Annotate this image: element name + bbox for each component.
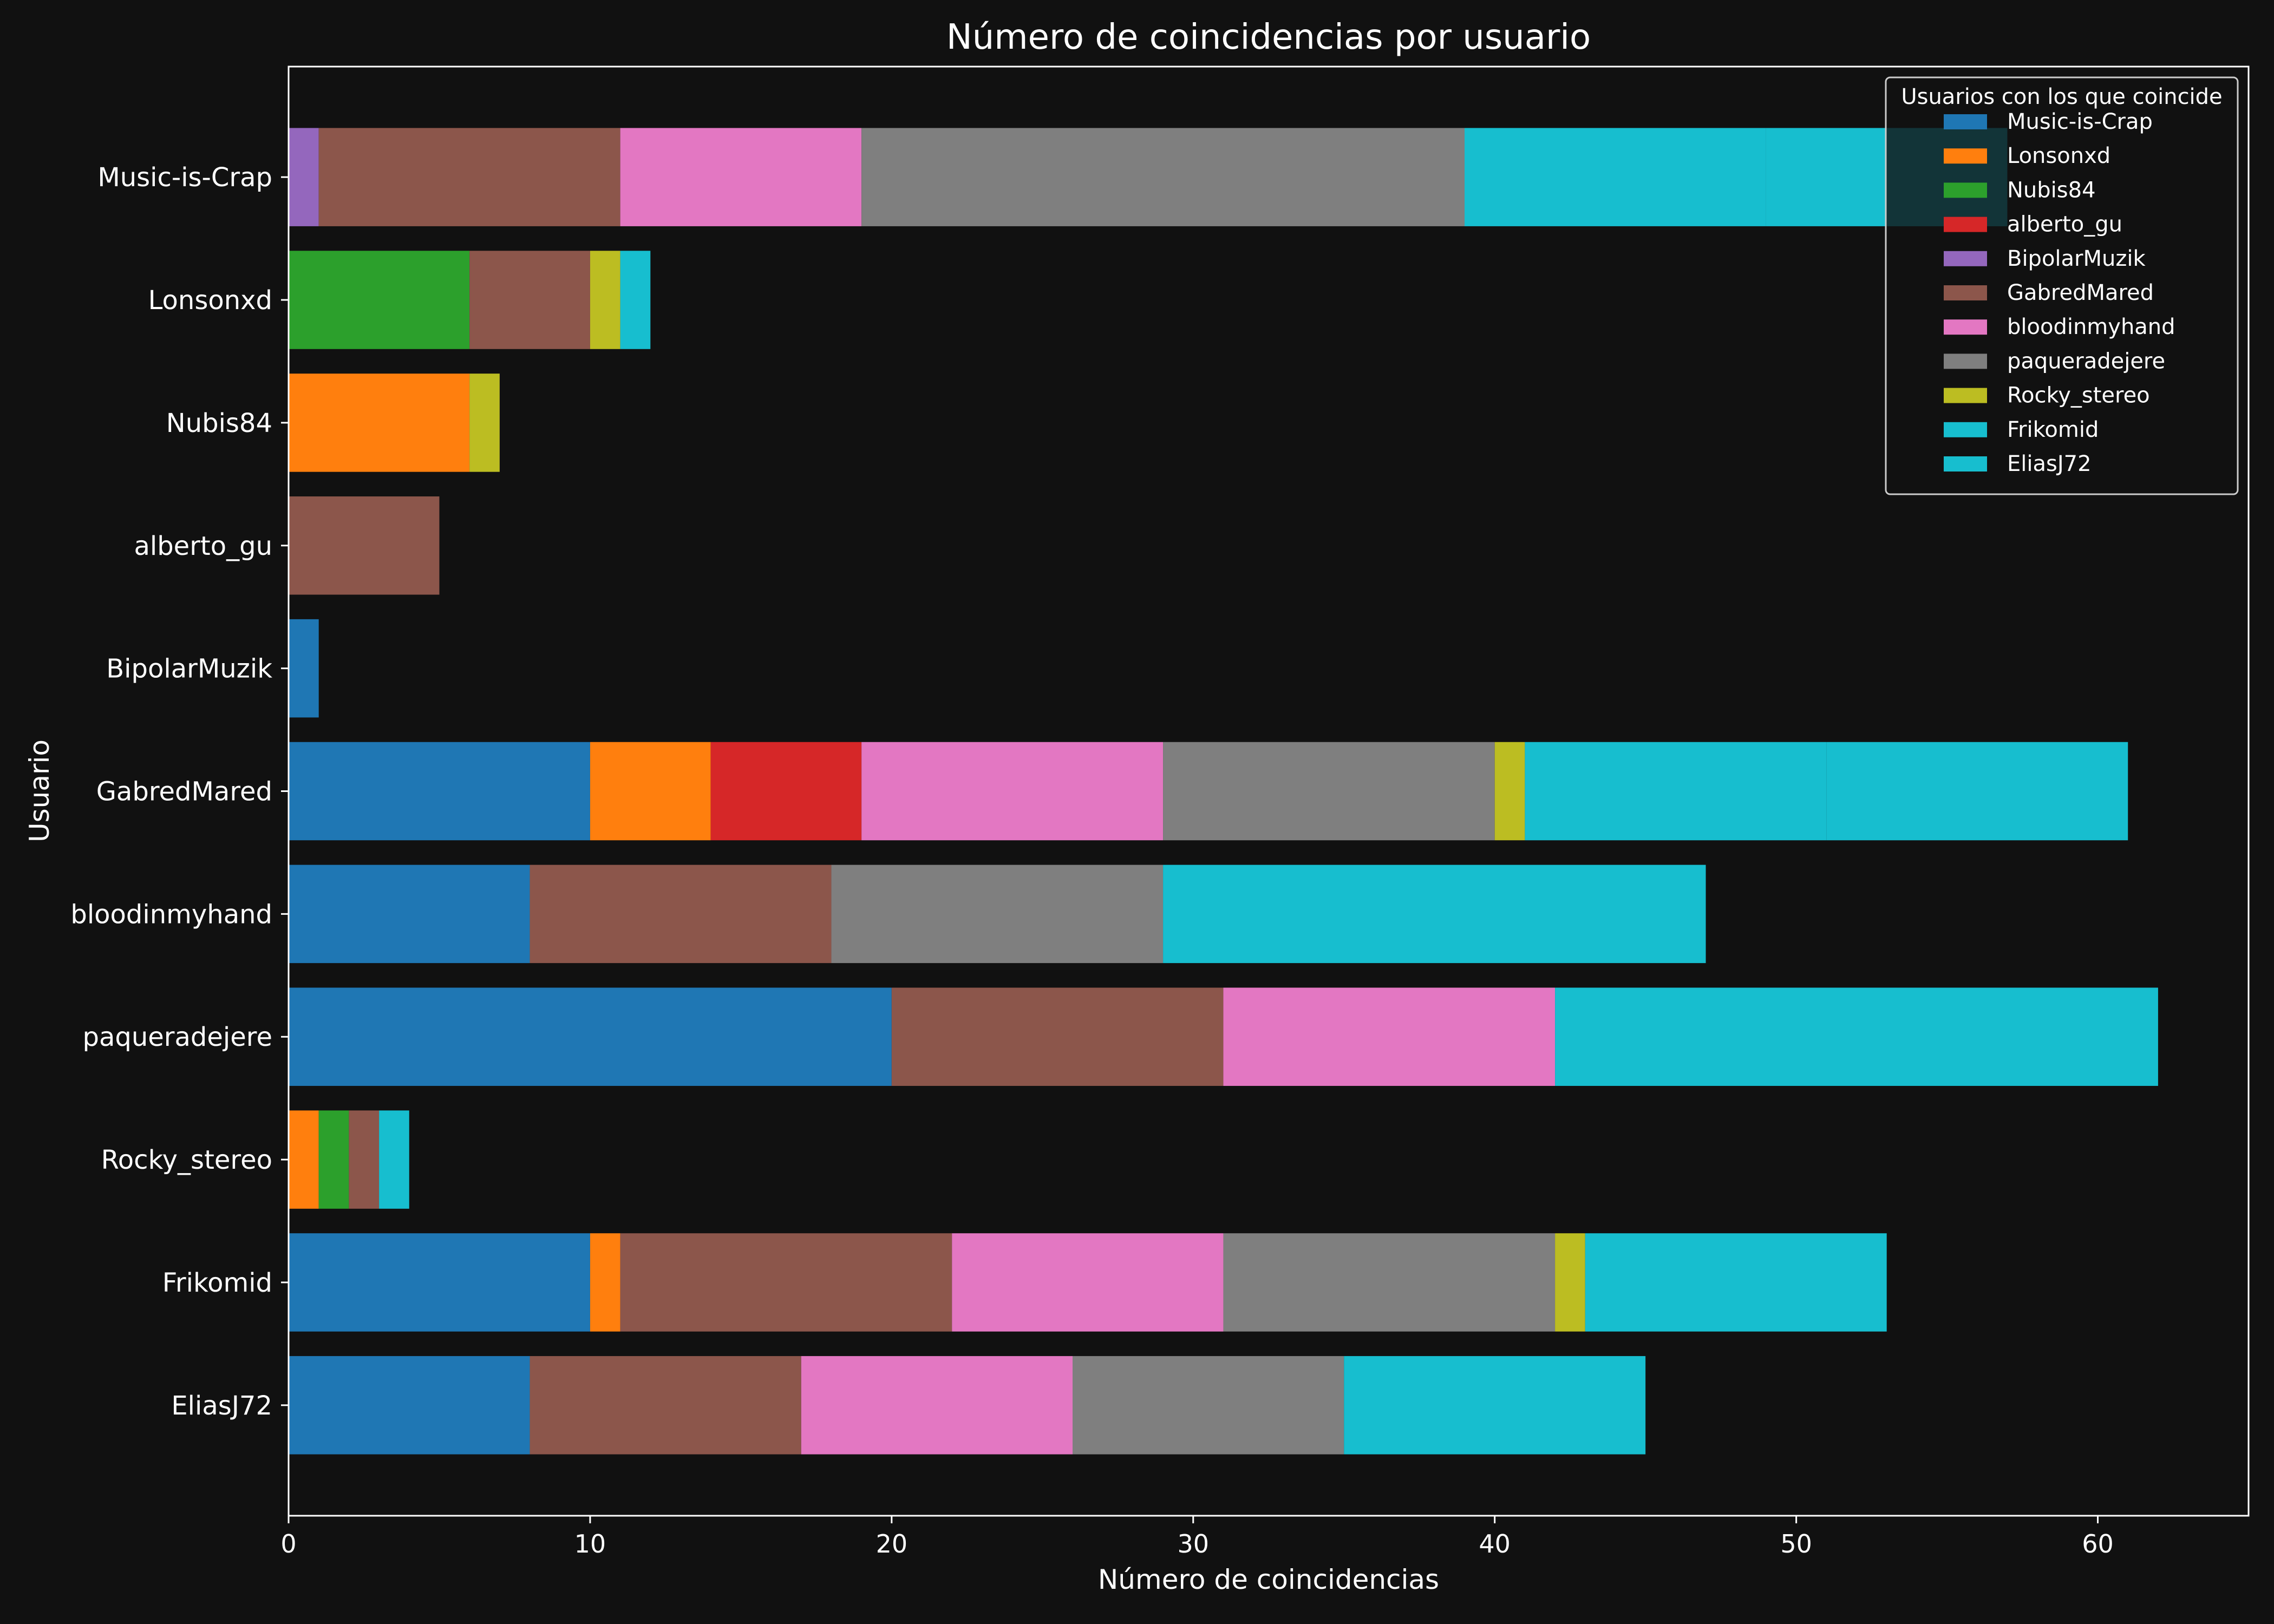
x-tick-label: 0 [280, 1529, 296, 1558]
legend-label: Rocky_stereo [2007, 383, 2150, 408]
bar-paqueradejere-bloodinmyhand [1223, 987, 1556, 1086]
y-tick-label: Lonsonxd [148, 285, 272, 316]
bar-frikomid-lonsonxd [590, 1233, 620, 1332]
bars-layer [289, 128, 2158, 1455]
bar-gabredmared-bloodinmyhand [861, 742, 1164, 841]
legend-label: Lonsonxd [2007, 143, 2110, 168]
bar-nubis84-lonsonxd [289, 374, 470, 472]
bar-bloodinmyhand-paqueradejere [831, 865, 1164, 964]
legend-swatch [1944, 422, 1987, 437]
y-tick-label: Frikomid [162, 1268, 272, 1298]
bar-lonsonxd-frikomid [620, 251, 651, 349]
y-tick-label: GabredMared [96, 777, 272, 807]
y-tick-label: bloodinmyhand [70, 899, 272, 929]
y-tick-label: Music-is-Crap [97, 162, 272, 193]
x-axis: 0 10 20 30 40 50 60 [280, 1516, 2114, 1558]
legend-swatch [1944, 285, 1987, 300]
legend-items: Music-is-Crap Lonsonxd Nubis84 alberto_gu Bi… [1944, 109, 2175, 476]
bar-gabredmared-frikomid [1525, 742, 1827, 841]
bar-frikomid-gabredmared [620, 1233, 952, 1332]
bar-frikomid-paqueradejere [1223, 1233, 1556, 1332]
legend-label: Nubis84 [2007, 178, 2096, 202]
bar-gabredmared-eliasj72 [1826, 742, 2128, 841]
bar-lonsonxd-rocky-stereo [590, 251, 620, 349]
chart-title: Número de coincidencias por usuario [946, 17, 1591, 57]
bar-rocky-stereo-gabredmared [349, 1110, 380, 1209]
bar-frikomid-rocky-stereo [1555, 1233, 1585, 1332]
bar-lonsonxd-gabredmared [469, 251, 590, 349]
bar-eliasj72-frikomid [1344, 1356, 1646, 1455]
bar-music-is-crap-gabredmared [318, 128, 620, 226]
legend-swatch [1944, 148, 1987, 164]
bar-frikomid-bloodinmyhand [952, 1233, 1224, 1332]
x-tick-label: 20 [876, 1529, 908, 1558]
y-tick-label: alberto_gu [134, 531, 272, 561]
bar-music-is-crap-bipolarmuzik [289, 128, 319, 226]
bar-eliasj72-gabredmared [530, 1356, 801, 1455]
legend-swatch [1944, 217, 1987, 232]
bar-eliasj72-music-is-crap [289, 1356, 530, 1455]
legend-label: alberto_gu [2007, 212, 2122, 237]
legend-label: Frikomid [2007, 417, 2099, 442]
bar-eliasj72-paqueradejere [1073, 1356, 1344, 1455]
bar-gabredmared-lonsonxd [590, 742, 711, 841]
legend-swatch [1944, 456, 1987, 472]
x-axis-label: Número de coincidencias [1098, 1564, 1439, 1595]
y-tick-label: paqueradejere [82, 1022, 272, 1052]
legend-label: paqueradejere [2007, 349, 2165, 374]
legend-label: bloodinmyhand [2007, 315, 2175, 339]
bar-frikomid-music-is-crap [289, 1233, 590, 1332]
bar-alberto-gu-gabredmared [289, 496, 440, 595]
y-tick-label: BipolarMuzik [106, 654, 272, 684]
x-tick-label: 40 [1479, 1529, 1511, 1558]
bar-gabredmared-music-is-crap [289, 742, 590, 841]
bar-bipolarmuzik-music-is-crap [289, 619, 319, 718]
bar-frikomid-eliasj72 [1585, 1233, 1887, 1332]
legend-label: GabredMared [2007, 280, 2154, 305]
y-tick-label: Rocky_stereo [101, 1145, 272, 1175]
bar-bloodinmyhand-frikomid [1163, 865, 1706, 964]
bar-rocky-stereo-frikomid [379, 1110, 409, 1209]
x-tick-label: 50 [1780, 1529, 1812, 1558]
bar-paqueradejere-gabredmared [891, 987, 1224, 1086]
legend-swatch [1944, 353, 1987, 369]
bar-eliasj72-bloodinmyhand [801, 1356, 1073, 1455]
x-tick-label: 10 [574, 1529, 606, 1558]
y-axis-label: Usuario [24, 739, 55, 842]
bar-paqueradejere-music-is-crap [289, 987, 892, 1086]
x-tick-label: 60 [2082, 1529, 2114, 1558]
bar-music-is-crap-bloodinmyhand [620, 128, 862, 226]
bar-lonsonxd-nubis84 [289, 251, 470, 349]
legend-label: BipolarMuzik [2007, 246, 2146, 271]
legend-swatch [1944, 114, 1987, 129]
bar-rocky-stereo-lonsonxd [289, 1110, 319, 1209]
legend-label: Music-is-Crap [2007, 109, 2153, 134]
y-tick-label: EliasJ72 [171, 1391, 272, 1421]
legend-swatch [1944, 319, 1987, 335]
x-tick-label: 30 [1177, 1529, 1209, 1558]
bar-music-is-crap-paqueradejere [861, 128, 1465, 226]
y-axis: Music-is-Crap Lonsonxd Nubis84 alberto_gu Bi… [70, 162, 289, 1421]
legend-title: Usuarios con los que coincide [1901, 84, 2222, 109]
bar-paqueradejere-frikomid [1555, 987, 1857, 1086]
legend-swatch [1944, 182, 1987, 198]
legend-swatch [1944, 388, 1987, 403]
bar-gabredmared-paqueradejere [1163, 742, 1495, 841]
bar-gabredmared-rocky-stereo [1494, 742, 1525, 841]
bar-nubis84-rocky-stereo [469, 374, 500, 472]
bar-gabredmared-alberto-gu [710, 742, 862, 841]
bar-rocky-stereo-nubis84 [318, 1110, 349, 1209]
legend-swatch [1944, 251, 1987, 266]
bar-bloodinmyhand-music-is-crap [289, 865, 530, 964]
y-tick-label: Nubis84 [166, 408, 272, 438]
bar-bloodinmyhand-gabredmared [530, 865, 832, 964]
bar-music-is-crap-frikomid [1465, 128, 1766, 226]
bar-paqueradejere-eliasj72 [1857, 987, 2158, 1086]
legend: Usuarios con los que coincide Music-is-C… [1885, 76, 2239, 495]
legend-label: EliasJ72 [2007, 451, 2092, 476]
